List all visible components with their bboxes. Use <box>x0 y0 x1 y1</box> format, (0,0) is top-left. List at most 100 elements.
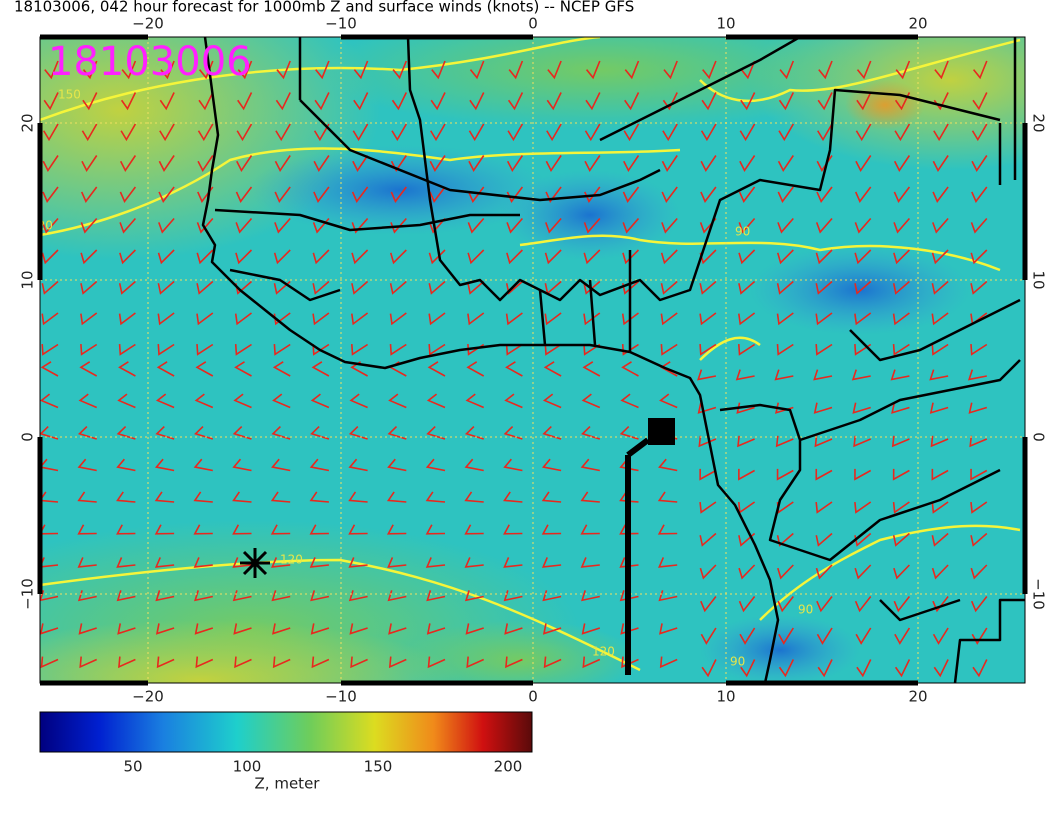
wind-barb <box>968 402 988 414</box>
wind-barb <box>194 426 214 440</box>
wind-barb <box>388 623 407 635</box>
wind-barb <box>464 524 484 535</box>
wind-barb <box>348 524 368 535</box>
wind-barb <box>79 361 98 377</box>
wind-barb <box>117 623 136 635</box>
wind-barbs <box>40 60 988 708</box>
wind-barb <box>618 683 638 700</box>
wind-barb <box>892 343 910 356</box>
wind-barb <box>581 623 601 635</box>
wind-barb <box>273 280 291 295</box>
wind-barb <box>813 402 833 414</box>
contour-line <box>40 37 601 122</box>
wind-barb <box>119 186 137 203</box>
coastline <box>201 37 780 683</box>
wind-barb <box>198 60 214 80</box>
wind-barb <box>657 524 678 535</box>
wind-barb <box>235 249 253 265</box>
wind-barb <box>194 623 214 635</box>
wind-barb <box>933 659 949 678</box>
wind-barb <box>353 60 369 80</box>
wind-barb <box>467 186 485 203</box>
wind-barb <box>43 123 59 142</box>
wind-barb <box>970 596 988 613</box>
wind-barb <box>116 590 136 602</box>
wind-barb <box>545 217 562 234</box>
wind-barb <box>272 656 291 669</box>
date-stamp: 18103006 <box>48 39 252 85</box>
wind-barb <box>309 557 329 568</box>
colorbar <box>39 711 533 753</box>
wind-barb <box>700 155 717 172</box>
wind-barb <box>619 426 639 440</box>
wind-barb <box>78 623 97 635</box>
contour-label: 120 <box>280 553 303 567</box>
wind-barb <box>81 155 98 172</box>
wind-barb <box>119 249 136 265</box>
wind-barb <box>193 458 213 472</box>
wind-barb <box>275 92 291 111</box>
wind-barb <box>274 186 291 203</box>
wind-barb <box>891 402 910 414</box>
wind-barb <box>503 524 523 535</box>
wind-barb <box>193 557 213 568</box>
wind-barb <box>970 501 988 514</box>
wind-barb <box>892 532 910 547</box>
wind-barb <box>312 249 330 265</box>
wind-barb <box>970 249 988 265</box>
wind-barb <box>504 623 523 635</box>
axis-labels: −20 −20 −10 −10 0 0 10 10 20 20 20 20 10 10 0 0 −10 −10 <box>19 15 1048 706</box>
wind-barb <box>776 312 794 326</box>
wind-barb <box>583 343 601 356</box>
wind-barb <box>581 426 601 440</box>
wind-barb <box>428 280 446 295</box>
wind-barb <box>776 532 794 547</box>
wind-barb <box>80 249 98 265</box>
wind-barb <box>855 155 872 172</box>
field-mid <box>320 37 880 130</box>
wind-barb <box>931 312 949 326</box>
field-high <box>40 620 460 683</box>
wind-barb <box>699 343 717 356</box>
wind-barb <box>542 393 562 409</box>
wind-barb <box>505 361 523 377</box>
wind-barb <box>970 217 988 234</box>
colorbar-tick: 200 <box>494 758 523 776</box>
wind-barb <box>310 393 330 409</box>
wind-barb <box>776 468 794 481</box>
wind-barb <box>740 688 755 708</box>
wind-barb <box>315 60 330 80</box>
wind-barb <box>232 458 252 472</box>
wind-barb <box>425 524 446 535</box>
wind-barb <box>427 361 446 377</box>
wind-barb <box>931 468 949 481</box>
wind-barb <box>854 501 872 514</box>
wind-barb <box>310 623 330 635</box>
wind-barb <box>234 361 252 377</box>
wind-barb <box>506 186 524 203</box>
wind-barb <box>817 688 832 708</box>
wind-barb <box>155 623 175 635</box>
wind-barb <box>464 590 484 602</box>
wind-barb <box>854 343 872 356</box>
wind-barb <box>118 361 136 377</box>
wind-barb <box>738 468 755 481</box>
wind-barb <box>391 123 407 142</box>
wind-barb <box>506 155 524 172</box>
wind-barb <box>314 92 330 111</box>
wind-barb <box>507 123 524 142</box>
wind-barb <box>547 60 562 80</box>
wind-barb <box>40 393 59 409</box>
wind-barb <box>582 361 601 377</box>
wind-barb <box>970 280 988 295</box>
contour-line <box>519 234 1001 272</box>
colorbar-label: Z, meter <box>255 775 321 793</box>
wind-barb <box>738 280 756 295</box>
wind-barb <box>428 249 446 265</box>
wind-barb <box>697 402 717 414</box>
wind-barb <box>310 590 330 602</box>
wind-barb <box>776 280 794 295</box>
wind-barb <box>737 343 756 356</box>
wind-barb <box>854 312 872 326</box>
wind-barb <box>890 369 910 381</box>
